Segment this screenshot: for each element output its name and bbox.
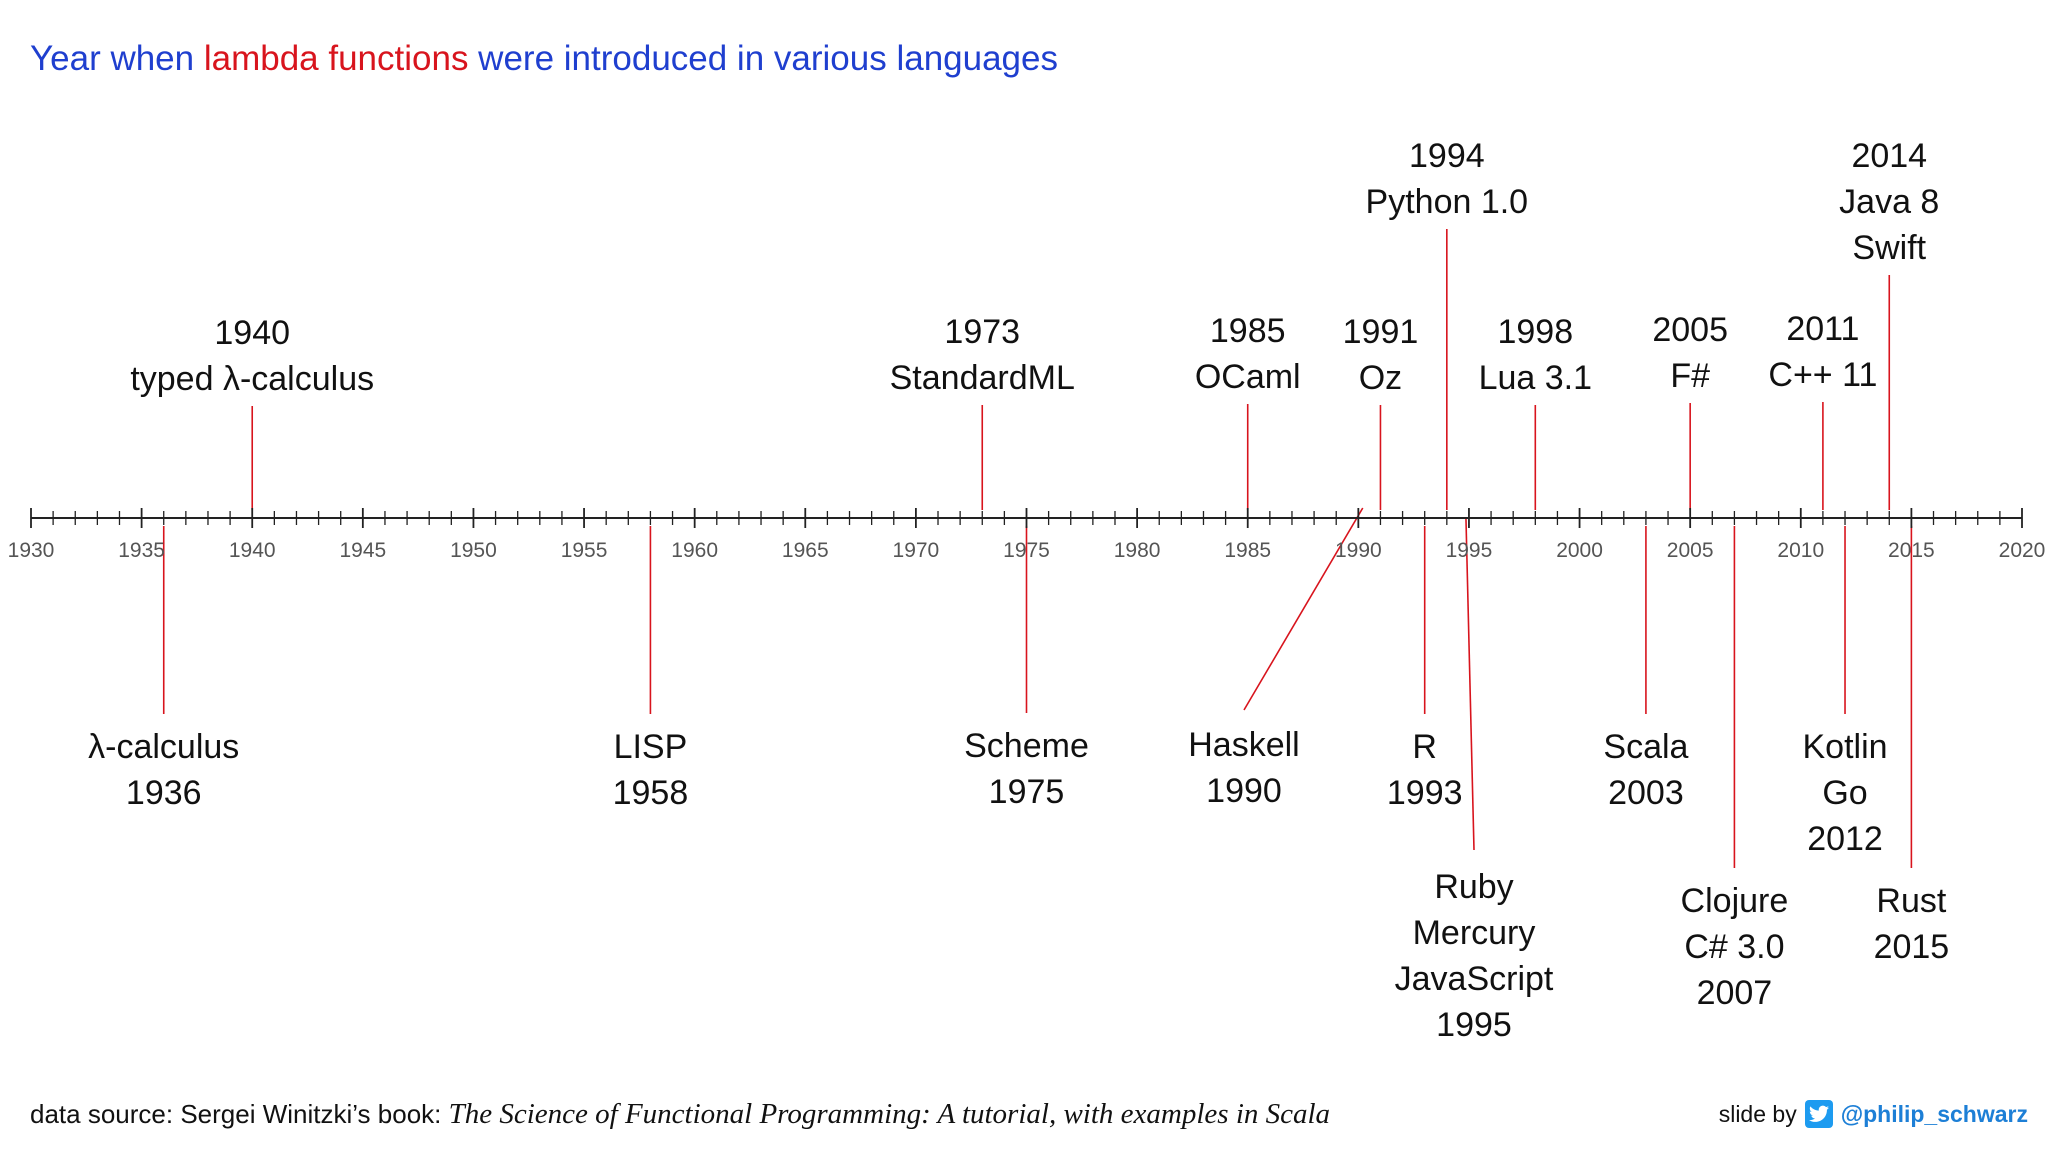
timeline-axis bbox=[30, 508, 2023, 528]
event-label-line: Clojure bbox=[1681, 882, 1789, 920]
data-source-note: data source: Sergei Winitzki’s book: The… bbox=[30, 1098, 1330, 1131]
event-label-line: JavaScript bbox=[1395, 960, 1554, 998]
event-label-line: LISP bbox=[614, 728, 688, 766]
event-label-line: Scheme bbox=[964, 727, 1089, 765]
tick-label: 1960 bbox=[671, 539, 718, 562]
event-label-line: 1995 bbox=[1436, 1006, 1512, 1044]
event-1991: 1991 Oz bbox=[1343, 313, 1419, 397]
event-1985: 1985 OCaml bbox=[1195, 312, 1301, 396]
event-labels: λ-calculus 1936 1940 typed λ-calculus LISP 19… bbox=[88, 137, 1949, 1044]
event-label-line: 2007 bbox=[1697, 974, 1773, 1012]
tick-label: 1930 bbox=[8, 539, 55, 562]
event-label-line: 1991 bbox=[1343, 313, 1419, 351]
event-1990: Haskell 1990 bbox=[1188, 726, 1299, 810]
event-label-line: 1973 bbox=[944, 313, 1020, 351]
event-label-line: 1990 bbox=[1206, 772, 1282, 810]
event-label-line: R bbox=[1412, 728, 1437, 766]
tick-label: 2005 bbox=[1667, 539, 1714, 562]
tick-label: 1945 bbox=[339, 539, 386, 562]
event-label-line: 2003 bbox=[1608, 774, 1684, 812]
tick-label: 1980 bbox=[1114, 539, 1161, 562]
tick-label: 2000 bbox=[1556, 539, 1603, 562]
event-label-line: 1985 bbox=[1210, 312, 1286, 350]
event-label-line: OCaml bbox=[1195, 358, 1301, 396]
source-prefix: data source: Sergei Winitzki’s book: bbox=[30, 1099, 449, 1129]
tick-label: 1990 bbox=[1335, 539, 1382, 562]
event-label-line: StandardML bbox=[890, 359, 1075, 397]
event-label-line: 2014 bbox=[1851, 137, 1927, 175]
event-1998: 1998 Lua 3.1 bbox=[1479, 313, 1592, 397]
event-label-line: Kotlin bbox=[1802, 728, 1887, 766]
event-1973: 1973 StandardML bbox=[890, 313, 1075, 397]
event-label-line: typed λ-calculus bbox=[130, 360, 374, 398]
tick-label: 1950 bbox=[450, 539, 497, 562]
title-part-3: were introduced in various languages bbox=[468, 39, 1058, 78]
event-label-line: 2011 bbox=[1786, 310, 1859, 348]
event-1994: 1994 Python 1.0 bbox=[1366, 137, 1529, 221]
connector-line bbox=[1465, 517, 1475, 851]
event-1940: 1940 typed λ-calculus bbox=[130, 314, 374, 398]
event-label-line: Haskell bbox=[1188, 726, 1299, 764]
event-label-line: Rust bbox=[1876, 882, 1946, 920]
slide-credit: slide by @philip_schwarz bbox=[1719, 1100, 2028, 1128]
tick-label: 1970 bbox=[893, 539, 940, 562]
event-1995: Ruby Mercury JavaScript 1995 bbox=[1395, 868, 1554, 1044]
event-label-line: 2012 bbox=[1807, 820, 1883, 858]
tick-label: 2020 bbox=[1999, 539, 2046, 562]
connector-line bbox=[1243, 507, 1364, 711]
event-label-line: Go bbox=[1822, 774, 1867, 812]
event-label-line: 1994 bbox=[1409, 137, 1485, 175]
event-label-line: 1975 bbox=[989, 773, 1065, 811]
tick-labels: 1930 1935 1940 1945 1950 1955 1960 1965 1970 1975… bbox=[8, 539, 2046, 562]
credit-prefix: slide by bbox=[1718, 1100, 1797, 1127]
event-label-line: C++ 11 bbox=[1768, 356, 1877, 394]
event-label-line: 2005 bbox=[1652, 311, 1728, 349]
event-1975: Scheme 1975 bbox=[964, 727, 1089, 811]
connector-lines bbox=[162, 229, 1913, 868]
event-label-line: 2015 bbox=[1874, 928, 1950, 966]
tick-label: 1995 bbox=[1446, 539, 1493, 562]
tick-label: 1955 bbox=[561, 539, 608, 562]
twitter-bird-icon bbox=[1804, 1100, 1833, 1128]
event-label-line: C# 3.0 bbox=[1684, 928, 1784, 966]
event-label-line: Python 1.0 bbox=[1366, 183, 1529, 221]
event-1958: LISP 1958 bbox=[613, 728, 689, 812]
event-1993: R 1993 bbox=[1387, 728, 1463, 812]
event-2005: 2005 F# bbox=[1652, 311, 1728, 395]
event-label-line: 1940 bbox=[214, 314, 290, 352]
tick-label: 1965 bbox=[782, 539, 829, 562]
tick-label: 1935 bbox=[118, 539, 165, 562]
event-2015: Rust 2015 bbox=[1874, 882, 1950, 966]
tick-label: 1940 bbox=[229, 539, 276, 562]
tick-label: 2010 bbox=[1777, 539, 1824, 562]
book-title: The Science of Functional Programming: A… bbox=[448, 1098, 1331, 1130]
tick-label: 1975 bbox=[1003, 539, 1050, 562]
event-2011: 2011 C++ 11 bbox=[1768, 310, 1877, 394]
event-label-line: 1958 bbox=[613, 774, 689, 812]
event-label-line: Swift bbox=[1852, 229, 1926, 267]
event-label-line: Scala bbox=[1603, 728, 1688, 766]
credit-handle: @philip_schwarz bbox=[1840, 1100, 2028, 1127]
event-label-line: Ruby bbox=[1434, 868, 1513, 906]
title-part-1: Year when bbox=[30, 39, 204, 78]
event-label-line: Mercury bbox=[1413, 914, 1536, 952]
event-1936: λ-calculus 1936 bbox=[88, 728, 239, 812]
event-label-line: 1998 bbox=[1497, 313, 1573, 351]
event-2007: Clojure C# 3.0 2007 bbox=[1681, 882, 1789, 1012]
event-2003: Scala 2003 bbox=[1603, 728, 1688, 812]
event-label-line: 1936 bbox=[126, 774, 202, 812]
event-2012: Kotlin Go 2012 bbox=[1802, 728, 1887, 858]
event-2014: 2014 Java 8 Swift bbox=[1839, 137, 1939, 267]
event-label-line: Java 8 bbox=[1839, 183, 1939, 221]
event-label-line: Oz bbox=[1359, 359, 1402, 397]
event-label-line: 1993 bbox=[1387, 774, 1463, 812]
tick-label: 1985 bbox=[1224, 539, 1271, 562]
event-label-line: Lua 3.1 bbox=[1479, 359, 1592, 397]
tick-label: 2015 bbox=[1888, 539, 1935, 562]
title-highlight: lambda functions bbox=[203, 39, 469, 78]
event-label-line: λ-calculus bbox=[88, 728, 239, 766]
page-title: Year when lambda functions were introduc… bbox=[30, 38, 1058, 80]
event-label-line: F# bbox=[1670, 357, 1710, 395]
